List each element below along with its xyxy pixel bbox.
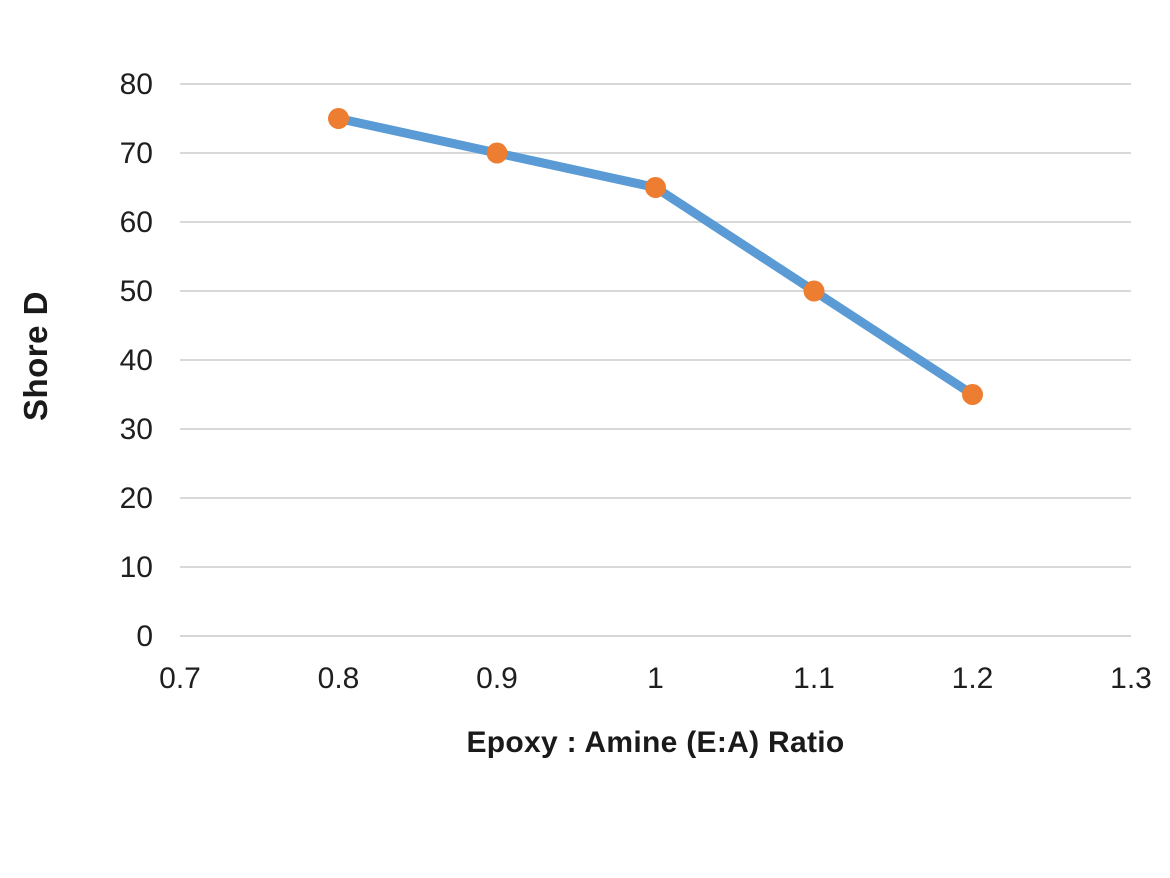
x-tick-label: 0.7 xyxy=(159,662,201,695)
x-tick-label: 0.8 xyxy=(318,662,360,695)
y-tick-label: 50 xyxy=(120,275,153,308)
x-tick-label: 1.1 xyxy=(793,662,835,695)
y-tick-label: 10 xyxy=(120,551,153,584)
data-point-marker xyxy=(645,177,666,198)
y-tick-label: 70 xyxy=(120,137,153,170)
series-line xyxy=(334,114,977,399)
x-tick-label: 1 xyxy=(647,662,664,695)
y-tick-label: 80 xyxy=(120,68,153,101)
x-tick-label: 1.2 xyxy=(952,662,994,695)
x-axis-title: Epoxy : Amine (E:A) Ratio xyxy=(466,726,845,759)
y-tick-label: 20 xyxy=(120,482,153,515)
y-tick-label: 0 xyxy=(136,620,153,653)
x-tick-label: 1.3 xyxy=(1110,662,1152,695)
y-tick-label: 40 xyxy=(120,344,153,377)
y-tick-label: 60 xyxy=(120,206,153,239)
data-point-marker xyxy=(486,142,508,164)
data-point-marker xyxy=(962,384,983,405)
y-tick-label: 30 xyxy=(120,413,153,446)
y-axis-title: Shore D xyxy=(17,290,54,422)
data-point-marker xyxy=(803,280,825,302)
x-tick-label: 0.9 xyxy=(476,662,518,695)
data-point-marker xyxy=(328,108,349,129)
